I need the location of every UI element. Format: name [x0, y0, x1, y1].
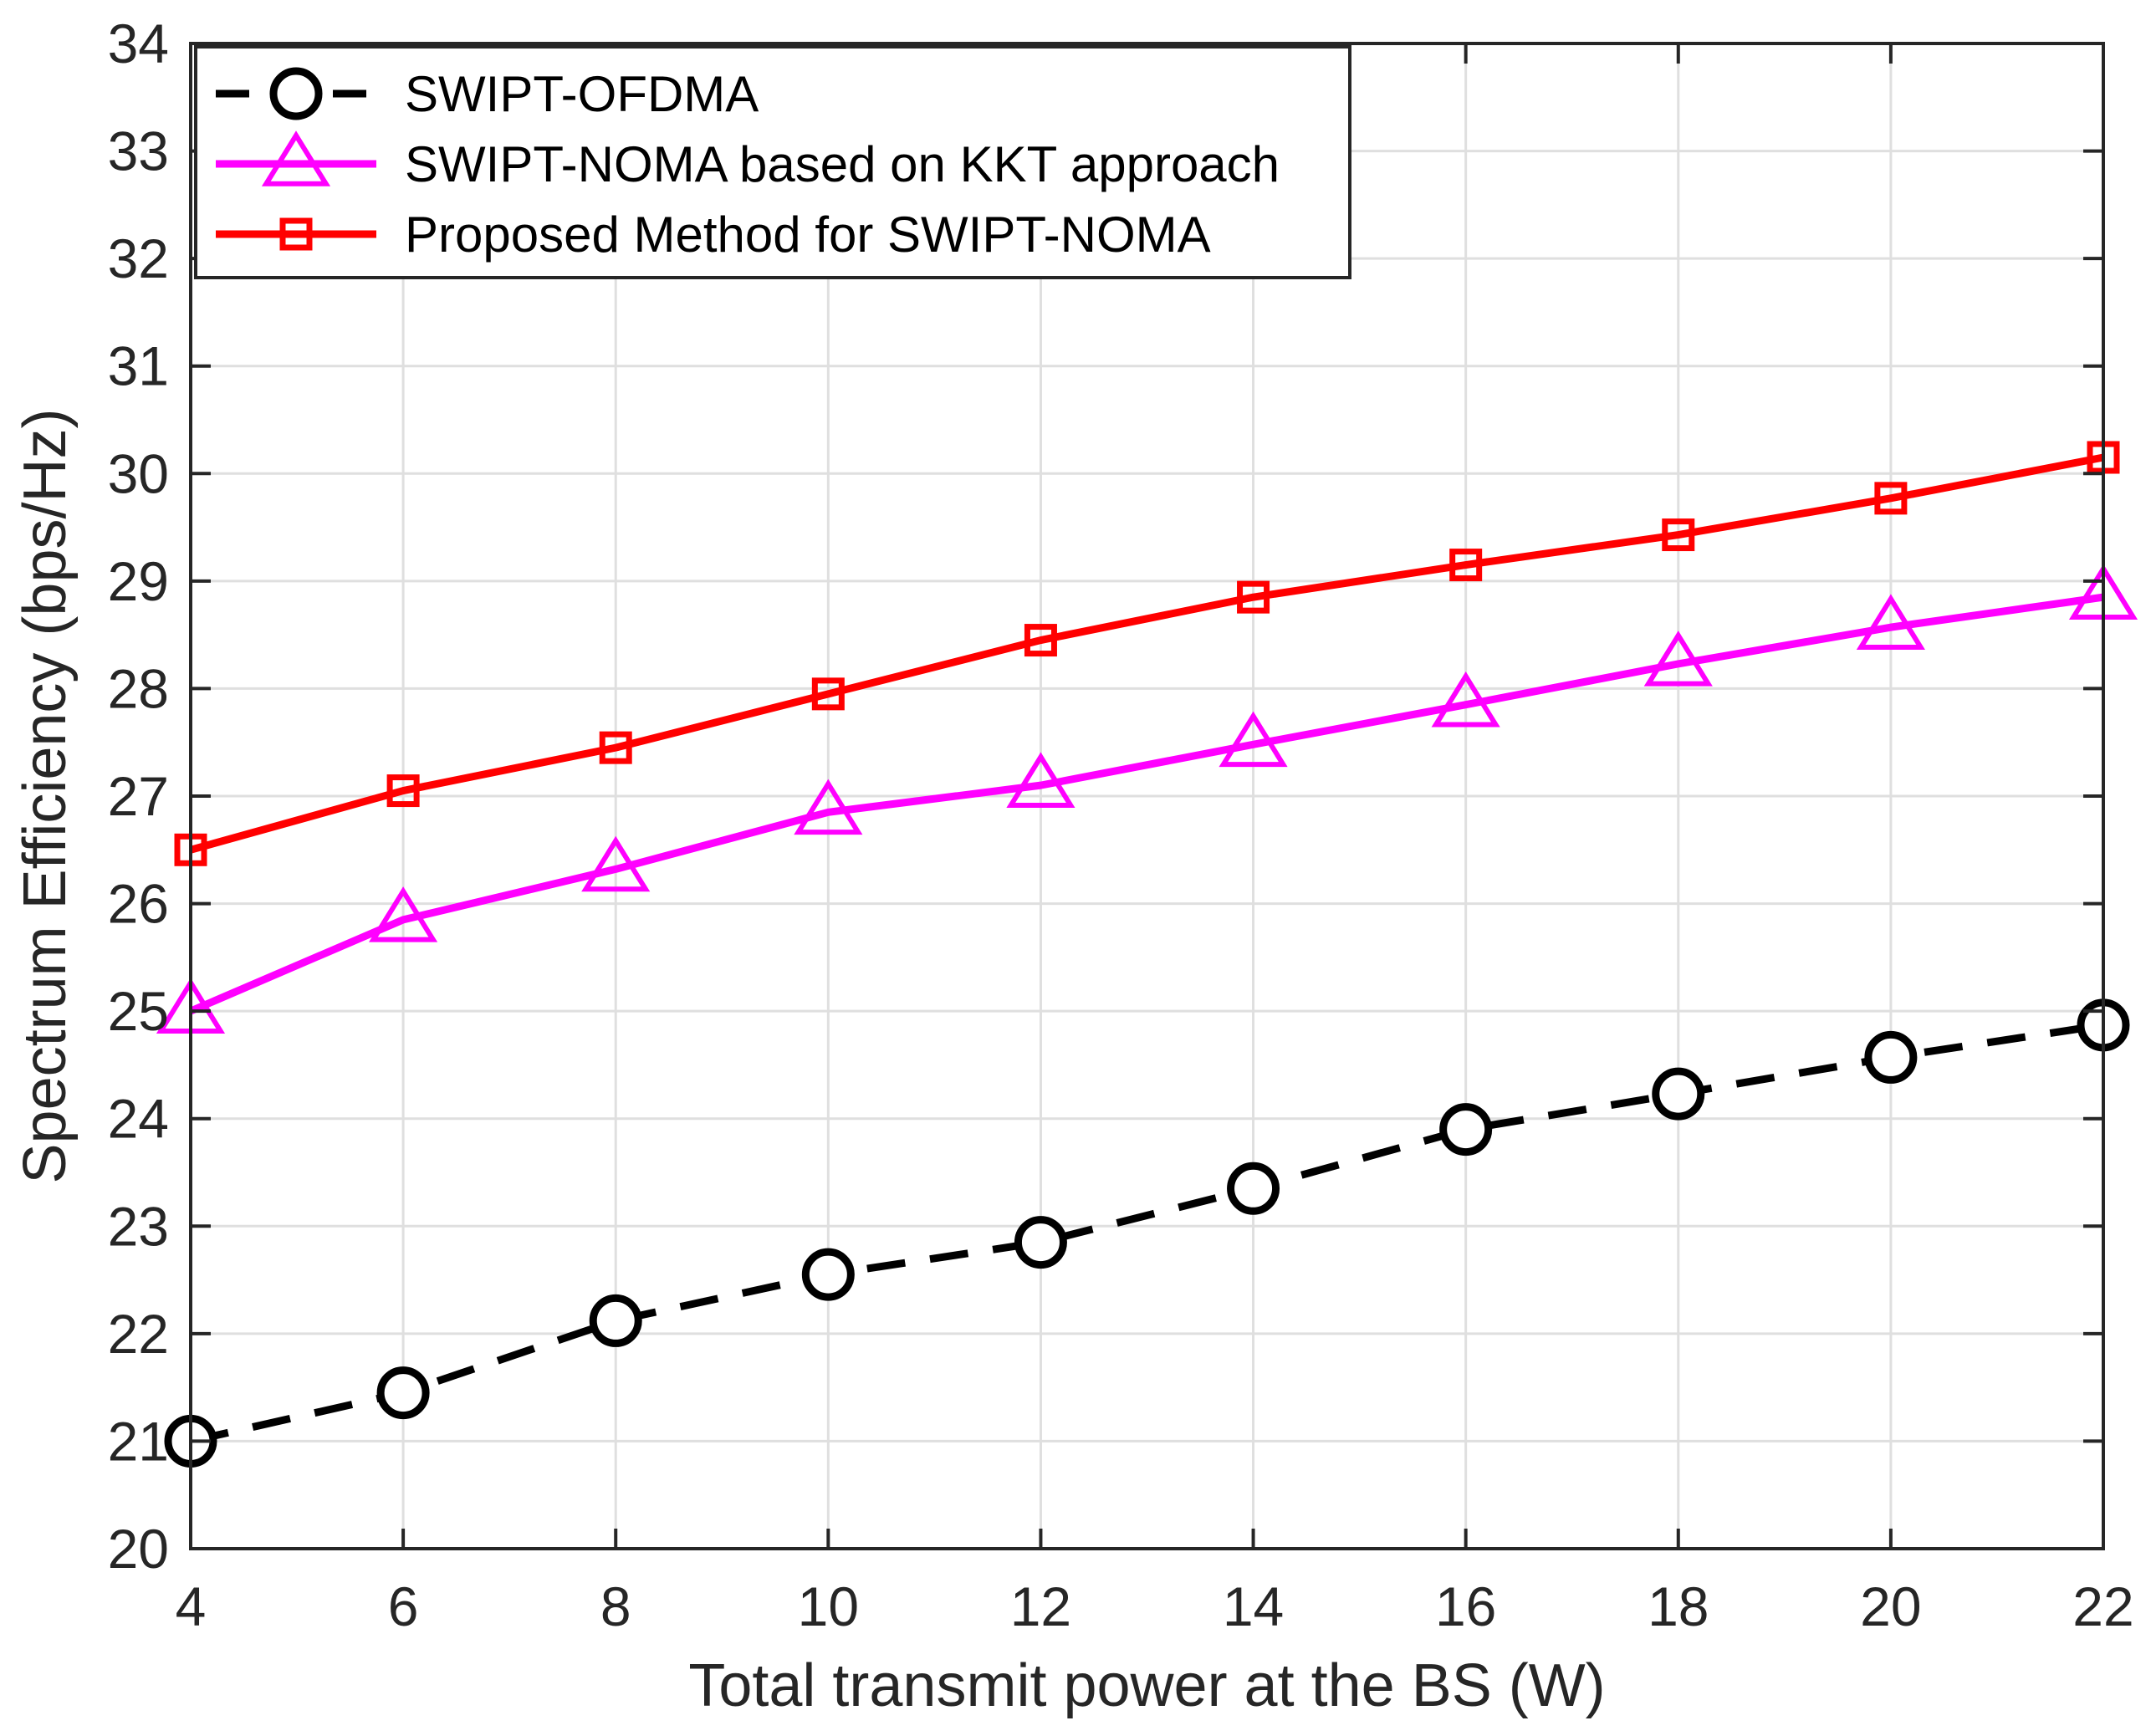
data-point-marker: [1024, 624, 1057, 657]
legend: SWIPT-OFDMA SWIPT-NOMA based on KKT appro…: [194, 45, 1351, 279]
y-tick-label: 26: [108, 873, 169, 935]
data-point-marker: [1431, 671, 1500, 728]
data-point-marker: [1237, 580, 1270, 614]
x-axis-label: Total transmit power at the BS (W): [688, 1652, 1605, 1719]
y-tick-label: 33: [108, 120, 169, 182]
data-point-marker: [1014, 1216, 1067, 1269]
legend-label: SWIPT-OFDMA: [405, 66, 759, 122]
y-tick-label: 21: [108, 1410, 169, 1472]
y-tick-label: 22: [108, 1303, 169, 1365]
y-tick-label: 25: [108, 980, 169, 1042]
legend-entry: Proposed Method for SWIPT-NOMA: [216, 207, 1211, 263]
series-line: [189, 593, 2104, 1015]
data-point-marker: [1227, 1162, 1280, 1215]
x-tick-label: 20: [1860, 1575, 1921, 1637]
legend-entry: SWIPT-OFDMA: [216, 66, 759, 122]
x-tick-label: 16: [1435, 1575, 1496, 1637]
data-point-marker: [581, 835, 651, 892]
x-tick-label: 4: [176, 1575, 207, 1637]
data-point-marker: [1662, 518, 1695, 552]
y-tick-label: 27: [108, 765, 169, 827]
data-point-marker: [386, 774, 420, 808]
x-tick-label: 14: [1223, 1575, 1284, 1637]
data-point-marker: [1006, 752, 1076, 808]
x-tick-label: 22: [2072, 1575, 2133, 1637]
legend-marker: [269, 67, 323, 120]
y-tick-label: 23: [108, 1195, 169, 1257]
y-tick-label: 28: [108, 657, 169, 719]
series-line: [190, 1021, 2104, 1445]
data-point-marker: [1864, 1030, 1918, 1084]
data-point-marker: [801, 1248, 855, 1301]
legend-label: Proposed Method for SWIPT-NOMA: [405, 207, 1211, 263]
y-tick-label: 29: [108, 550, 169, 612]
data-point-marker: [794, 779, 863, 835]
y-tick-label: 30: [108, 442, 169, 504]
data-point-marker: [1652, 1067, 1705, 1121]
legend-marker: [279, 217, 313, 251]
data-point-marker: [376, 1366, 430, 1420]
data-point-marker: [1874, 482, 1908, 515]
axis-ticks: 4 6 8 10 12 14 16 18 20 22 20 21 22 23 24 25 26 27 28 29 30 3…: [108, 13, 2134, 1637]
data-point-marker: [1856, 594, 1925, 650]
y-tick-label: 34: [108, 13, 169, 74]
legend-marker: [261, 130, 331, 186]
x-tick-label: 12: [1010, 1575, 1071, 1637]
data-point-marker: [1439, 1103, 1493, 1156]
data-point-marker: [811, 677, 845, 711]
data-point-marker: [369, 886, 438, 942]
legend-box: [194, 45, 1351, 279]
y-tick-label: 24: [108, 1088, 169, 1150]
x-tick-label: 8: [600, 1575, 631, 1637]
y-tick-label: 32: [108, 227, 169, 289]
x-tick-label: 6: [388, 1575, 419, 1637]
x-tick-label: 10: [798, 1575, 859, 1637]
y-tick-label: 31: [108, 335, 169, 397]
series-line: [189, 453, 2104, 854]
data-point-marker: [599, 731, 632, 764]
y-tick-label: 20: [108, 1518, 169, 1580]
data-point-marker: [589, 1294, 642, 1347]
data-point-marker: [1219, 711, 1288, 768]
y-axis-label: Spectrum Efficiency (bps/Hz): [12, 409, 79, 1184]
data-point-marker: [1643, 631, 1713, 687]
data-point-marker: [1449, 549, 1483, 582]
x-tick-label: 18: [1648, 1575, 1709, 1637]
legend-label: SWIPT-NOMA based on KKT approach: [405, 136, 1280, 192]
legend-entry: SWIPT-NOMA based on KKT approach: [216, 130, 1280, 192]
